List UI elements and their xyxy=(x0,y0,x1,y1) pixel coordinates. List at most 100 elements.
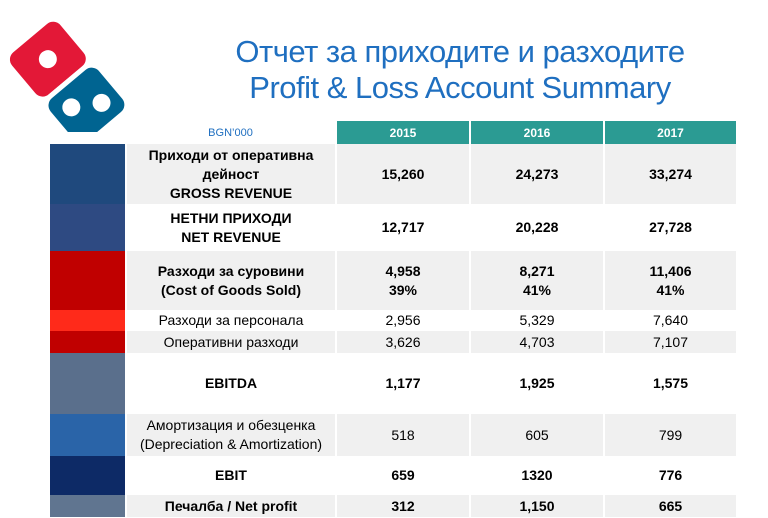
table-row: НЕТНИ ПРИХОДИ NET REVENUE 12,717 20,228 27,7… xyxy=(50,204,736,251)
value-line: 11,406 xyxy=(649,262,692,279)
row-label-line: Разходи за персонала xyxy=(158,312,304,328)
value-line: 3,626 xyxy=(385,333,421,350)
value-cell: 1,575 xyxy=(603,353,736,414)
value-cell: 33,274 xyxy=(603,144,736,204)
table-header-row: BGN’000 2015 2016 2017 xyxy=(50,121,736,144)
color-swatch xyxy=(50,310,127,331)
value-line: 27,728 xyxy=(649,219,692,235)
table-row: Печалба / Net profit 312 1,150 665 xyxy=(50,495,736,517)
row-label-line: Амортизация и обезценка xyxy=(146,417,316,433)
value-cell: 312 xyxy=(335,495,470,517)
value-line: 15,260 xyxy=(381,165,425,182)
value-line: 5,329 xyxy=(519,312,555,328)
value-cell: 799 xyxy=(603,414,736,456)
color-swatch xyxy=(50,456,127,495)
row-label-line: НЕТНИ ПРИХОДИ xyxy=(170,209,292,226)
row-label-line: Разходи за суровини xyxy=(157,262,305,279)
value-line: 2,956 xyxy=(385,312,421,328)
unit-label: BGN’000 xyxy=(208,126,253,139)
value-cell: 1,925 xyxy=(469,353,604,414)
row-label-line: NET REVENUE xyxy=(181,228,281,245)
title-line-en: Profit & Loss Account Summary xyxy=(249,70,671,105)
dominos-logo xyxy=(4,16,130,132)
value-line: 7,640 xyxy=(652,312,689,328)
row-label-line: Приходи от оперативна xyxy=(148,146,314,163)
row-label-line: (Depreciation & Amortization) xyxy=(139,436,323,452)
row-label: EBITDA xyxy=(126,353,336,414)
value-line: 7,107 xyxy=(652,333,689,350)
value-line: 24,273 xyxy=(515,165,559,182)
value-line: 799 xyxy=(658,426,683,443)
value-cell: 1320 xyxy=(469,456,604,495)
year-header: 2015 xyxy=(335,121,470,144)
value-cell: 1,150 xyxy=(469,495,604,517)
value-line: 41% xyxy=(656,281,685,298)
row-label: Оперативни разходи xyxy=(126,331,336,353)
color-swatch xyxy=(50,414,127,456)
value-line: 312 xyxy=(391,497,415,514)
year-header: 2017 xyxy=(603,121,736,144)
table-row: Приходи от оперативна дейност GROSS REVENU… xyxy=(50,144,736,204)
color-swatch xyxy=(50,495,127,517)
row-label-line: Печалба / Net profit xyxy=(164,497,298,514)
value-cell: 605 xyxy=(469,414,604,456)
color-swatch xyxy=(50,204,127,251)
value-line: 39% xyxy=(388,281,418,298)
page-title: Отчет за приходите и разходите Profit & … xyxy=(180,34,740,106)
value-line: 659 xyxy=(391,467,415,483)
color-swatch xyxy=(50,353,127,414)
value-line: 605 xyxy=(525,426,549,443)
value-line: 1320 xyxy=(521,467,553,483)
value-line: 1,150 xyxy=(519,497,555,514)
row-label: EBIT xyxy=(126,456,336,495)
row-label: Приходи от оперативна дейност GROSS REVENU… xyxy=(126,144,336,204)
row-label-line: (Cost of Goods Sold) xyxy=(161,281,301,298)
value-line: 4,703 xyxy=(519,333,555,350)
value-cell: 3,626 xyxy=(335,331,470,353)
value-cell: 5,329 xyxy=(469,310,604,331)
value-cell: 7,107 xyxy=(603,331,736,353)
color-swatch xyxy=(50,251,127,310)
row-label-line: EBIT xyxy=(215,467,247,483)
row-label: Разходи за суровини (Cost of Goods Sold) xyxy=(126,251,336,310)
row-label: Печалба / Net profit xyxy=(126,495,336,517)
row-label-line: Оперативни разходи xyxy=(163,333,299,350)
color-swatch xyxy=(50,331,127,353)
value-line: 8,271 xyxy=(519,262,555,279)
row-label: Разходи за персонала xyxy=(126,310,336,331)
row-label-line: EBITDA xyxy=(204,375,258,391)
value-cell: 4,703 xyxy=(469,331,604,353)
row-label-line: GROSS REVENUE xyxy=(169,184,293,201)
value-line: 1,925 xyxy=(519,375,555,391)
row-label: Амортизация и обезценка (Depreciation & A… xyxy=(126,414,336,456)
value-cell: 665 xyxy=(603,495,736,517)
header-spacer xyxy=(50,121,126,144)
value-cell: 15,260 xyxy=(335,144,470,204)
row-label: НЕТНИ ПРИХОДИ NET REVENUE xyxy=(126,204,336,251)
value-cell: 8,271 41% xyxy=(469,251,604,310)
value-cell: 12,717 xyxy=(335,204,470,251)
value-line: 41% xyxy=(522,281,552,298)
value-cell: 7,640 xyxy=(603,310,736,331)
value-line: 1,575 xyxy=(652,375,689,391)
pl-summary-table: BGN’000 2015 2016 2017 Приходи от операт… xyxy=(50,121,736,517)
value-cell: 2,956 xyxy=(335,310,470,331)
value-cell: 4,958 39% xyxy=(335,251,470,310)
value-line: 12,717 xyxy=(381,219,425,235)
color-swatch xyxy=(50,144,127,204)
table-row: EBITDA 1,177 1,925 1,575 xyxy=(50,353,736,414)
value-cell: 1,177 xyxy=(335,353,470,414)
value-line: 665 xyxy=(658,497,683,514)
table-row: Разходи за суровини (Cost of Goods Sold) 4… xyxy=(50,251,736,310)
table-row: Оперативни разходи 3,626 4,703 7,107 xyxy=(50,331,736,353)
value-line: 518 xyxy=(391,426,415,443)
value-line: 33,274 xyxy=(649,165,692,182)
value-cell: 24,273 xyxy=(469,144,604,204)
year-header: 2016 xyxy=(469,121,604,144)
value-line: 20,228 xyxy=(515,219,559,235)
value-cell: 20,228 xyxy=(469,204,604,251)
table-row: Амортизация и обезценка (Depreciation & A… xyxy=(50,414,736,456)
table-row: Разходи за персонала 2,956 5,329 7,640 xyxy=(50,310,736,331)
value-cell: 27,728 xyxy=(603,204,736,251)
value-cell: 776 xyxy=(603,456,736,495)
